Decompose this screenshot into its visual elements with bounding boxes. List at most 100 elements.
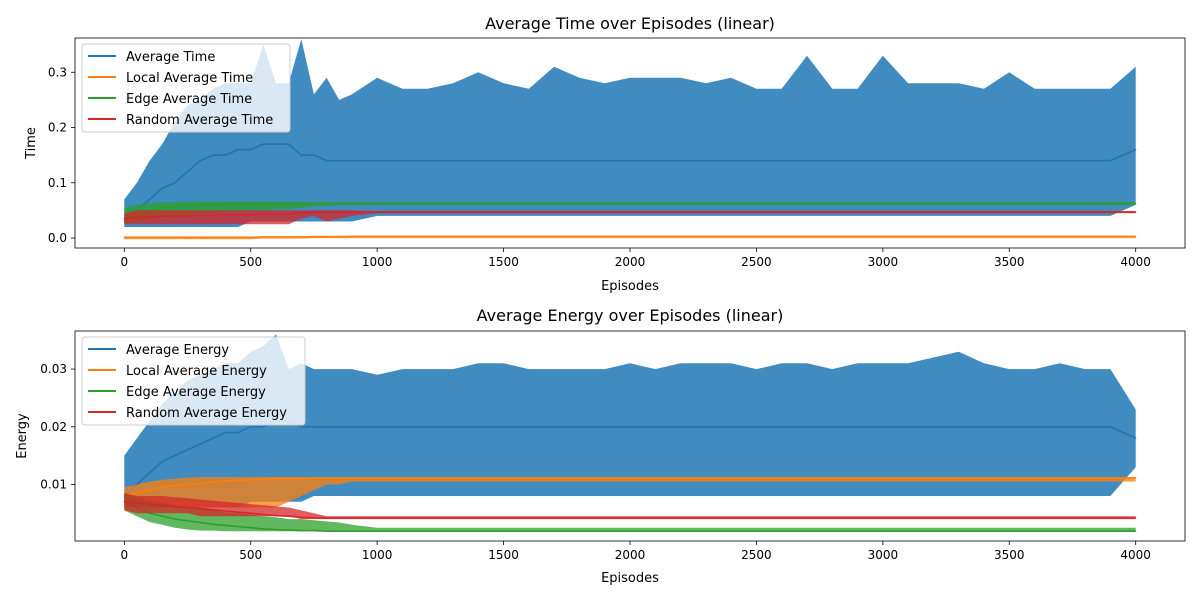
point-edge-average-energy <box>1034 530 1036 532</box>
point-edge-average-energy <box>983 530 985 532</box>
point-edge-average-time <box>1109 203 1111 205</box>
point-local-average-energy <box>186 483 189 486</box>
point-edge-average-energy <box>288 529 290 531</box>
point-local-average-energy <box>338 477 340 479</box>
point-random-average-energy <box>212 509 214 511</box>
point-edge-average-time <box>288 203 290 205</box>
energy-x-tick-label: 2000 <box>615 548 646 562</box>
point-local-average-time <box>427 235 429 237</box>
point-random-average-time <box>136 217 138 219</box>
point-local-average-energy <box>705 477 707 479</box>
point-edge-average-energy <box>503 530 505 532</box>
point-edge-average-time <box>882 203 884 205</box>
point-local-average-time <box>831 235 833 237</box>
point-edge-average-time <box>262 203 264 205</box>
point-average-energy <box>680 426 682 428</box>
point-edge-average-time <box>1135 203 1137 205</box>
line-local-average-time <box>124 235 1136 239</box>
energy-x-tick-label: 2500 <box>741 548 772 562</box>
legend-label-average-energy: Average Energy <box>126 343 229 358</box>
point-average-energy <box>1034 426 1036 428</box>
point-average-time <box>604 160 606 162</box>
point-average-time <box>1084 160 1086 162</box>
point-edge-average-energy <box>224 524 226 527</box>
point-average-time <box>186 171 189 173</box>
point-edge-average-energy <box>326 530 328 532</box>
point-average-energy <box>604 426 606 428</box>
point-local-average-time <box>123 236 125 239</box>
point-edge-average-energy <box>806 530 808 532</box>
point-average-time <box>376 160 378 162</box>
point-average-time <box>288 143 290 145</box>
point-edge-average-time <box>831 203 833 205</box>
energy-chart-legend-box <box>81 336 306 426</box>
point-local-average-energy <box>528 477 530 479</box>
point-local-average-energy <box>212 481 214 483</box>
energy-chart-axes: 0 500 1000 1500 2000 2500 3000 3500 4000 0.01 0.02… <box>40 362 1151 562</box>
series-random-average-time <box>123 210 1137 225</box>
point-random-average-time <box>452 211 454 213</box>
point-random-average-energy <box>882 517 884 519</box>
point-edge-average-energy <box>452 530 454 532</box>
point-random-average-time <box>958 211 960 213</box>
point-average-energy <box>857 426 859 428</box>
point-edge-average-time <box>174 206 176 208</box>
point-edge-average-time <box>351 203 353 205</box>
point-random-average-time <box>781 211 783 213</box>
point-random-average-time <box>528 211 530 213</box>
point-random-average-energy <box>477 517 479 519</box>
point-local-average-energy <box>224 480 226 482</box>
point-random-average-time <box>831 211 833 213</box>
series-edge-average-energy <box>123 493 1137 532</box>
point-random-average-energy <box>186 506 189 509</box>
point-edge-average-time <box>1084 203 1086 205</box>
legend-label-edge-average-time: Edge Average Time <box>126 92 252 107</box>
point-local-average-energy <box>503 477 505 479</box>
point-average-energy <box>983 426 985 428</box>
point-edge-average-time <box>477 203 479 205</box>
point-local-average-time <box>275 236 277 238</box>
point-edge-average-time <box>186 205 189 207</box>
point-random-average-energy <box>1109 517 1111 519</box>
point-average-time <box>1008 160 1010 162</box>
point-average-time <box>199 160 201 162</box>
point-random-average-time <box>250 214 252 216</box>
point-edge-average-energy <box>275 528 277 531</box>
point-edge-average-energy <box>199 521 201 524</box>
point-random-average-energy <box>326 517 328 519</box>
point-local-average-energy <box>275 478 277 480</box>
point-edge-average-time <box>427 203 429 205</box>
point-local-average-energy <box>427 477 429 479</box>
point-local-average-time <box>1034 235 1036 237</box>
line-edge-average-energy <box>123 501 1136 532</box>
point-average-energy <box>528 426 530 428</box>
point-random-average-time <box>300 212 302 214</box>
point-random-average-time <box>326 211 328 213</box>
point-local-average-time <box>376 235 378 237</box>
point-local-average-time <box>857 235 859 237</box>
point-random-average-time <box>351 211 353 213</box>
point-local-average-time <box>338 236 340 238</box>
point-local-average-time <box>313 236 315 238</box>
point-edge-average-energy <box>1109 530 1111 532</box>
line-local-average-energy <box>124 477 1136 497</box>
point-average-energy <box>806 426 808 428</box>
point-local-average-energy <box>250 479 252 481</box>
point-average-energy <box>654 426 656 428</box>
point-edge-average-time <box>705 203 707 205</box>
energy-chart-panel: Average Energy over Episodes (linear) Ep… <box>15 306 1186 586</box>
point-average-time <box>300 154 302 156</box>
point-random-average-time <box>553 211 555 213</box>
point-random-average-time <box>262 213 264 215</box>
line-random-average-energy <box>124 501 1136 519</box>
point-average-energy <box>199 443 201 445</box>
point-local-average-energy <box>958 477 960 479</box>
point-random-average-time <box>338 211 340 213</box>
point-edge-average-energy <box>578 530 581 532</box>
point-random-average-time <box>578 211 581 213</box>
point-random-average-energy <box>1135 517 1137 519</box>
point-random-average-energy <box>452 517 454 519</box>
point-edge-average-time <box>730 203 732 205</box>
point-random-average-energy <box>250 512 252 514</box>
point-edge-average-energy <box>553 530 555 532</box>
